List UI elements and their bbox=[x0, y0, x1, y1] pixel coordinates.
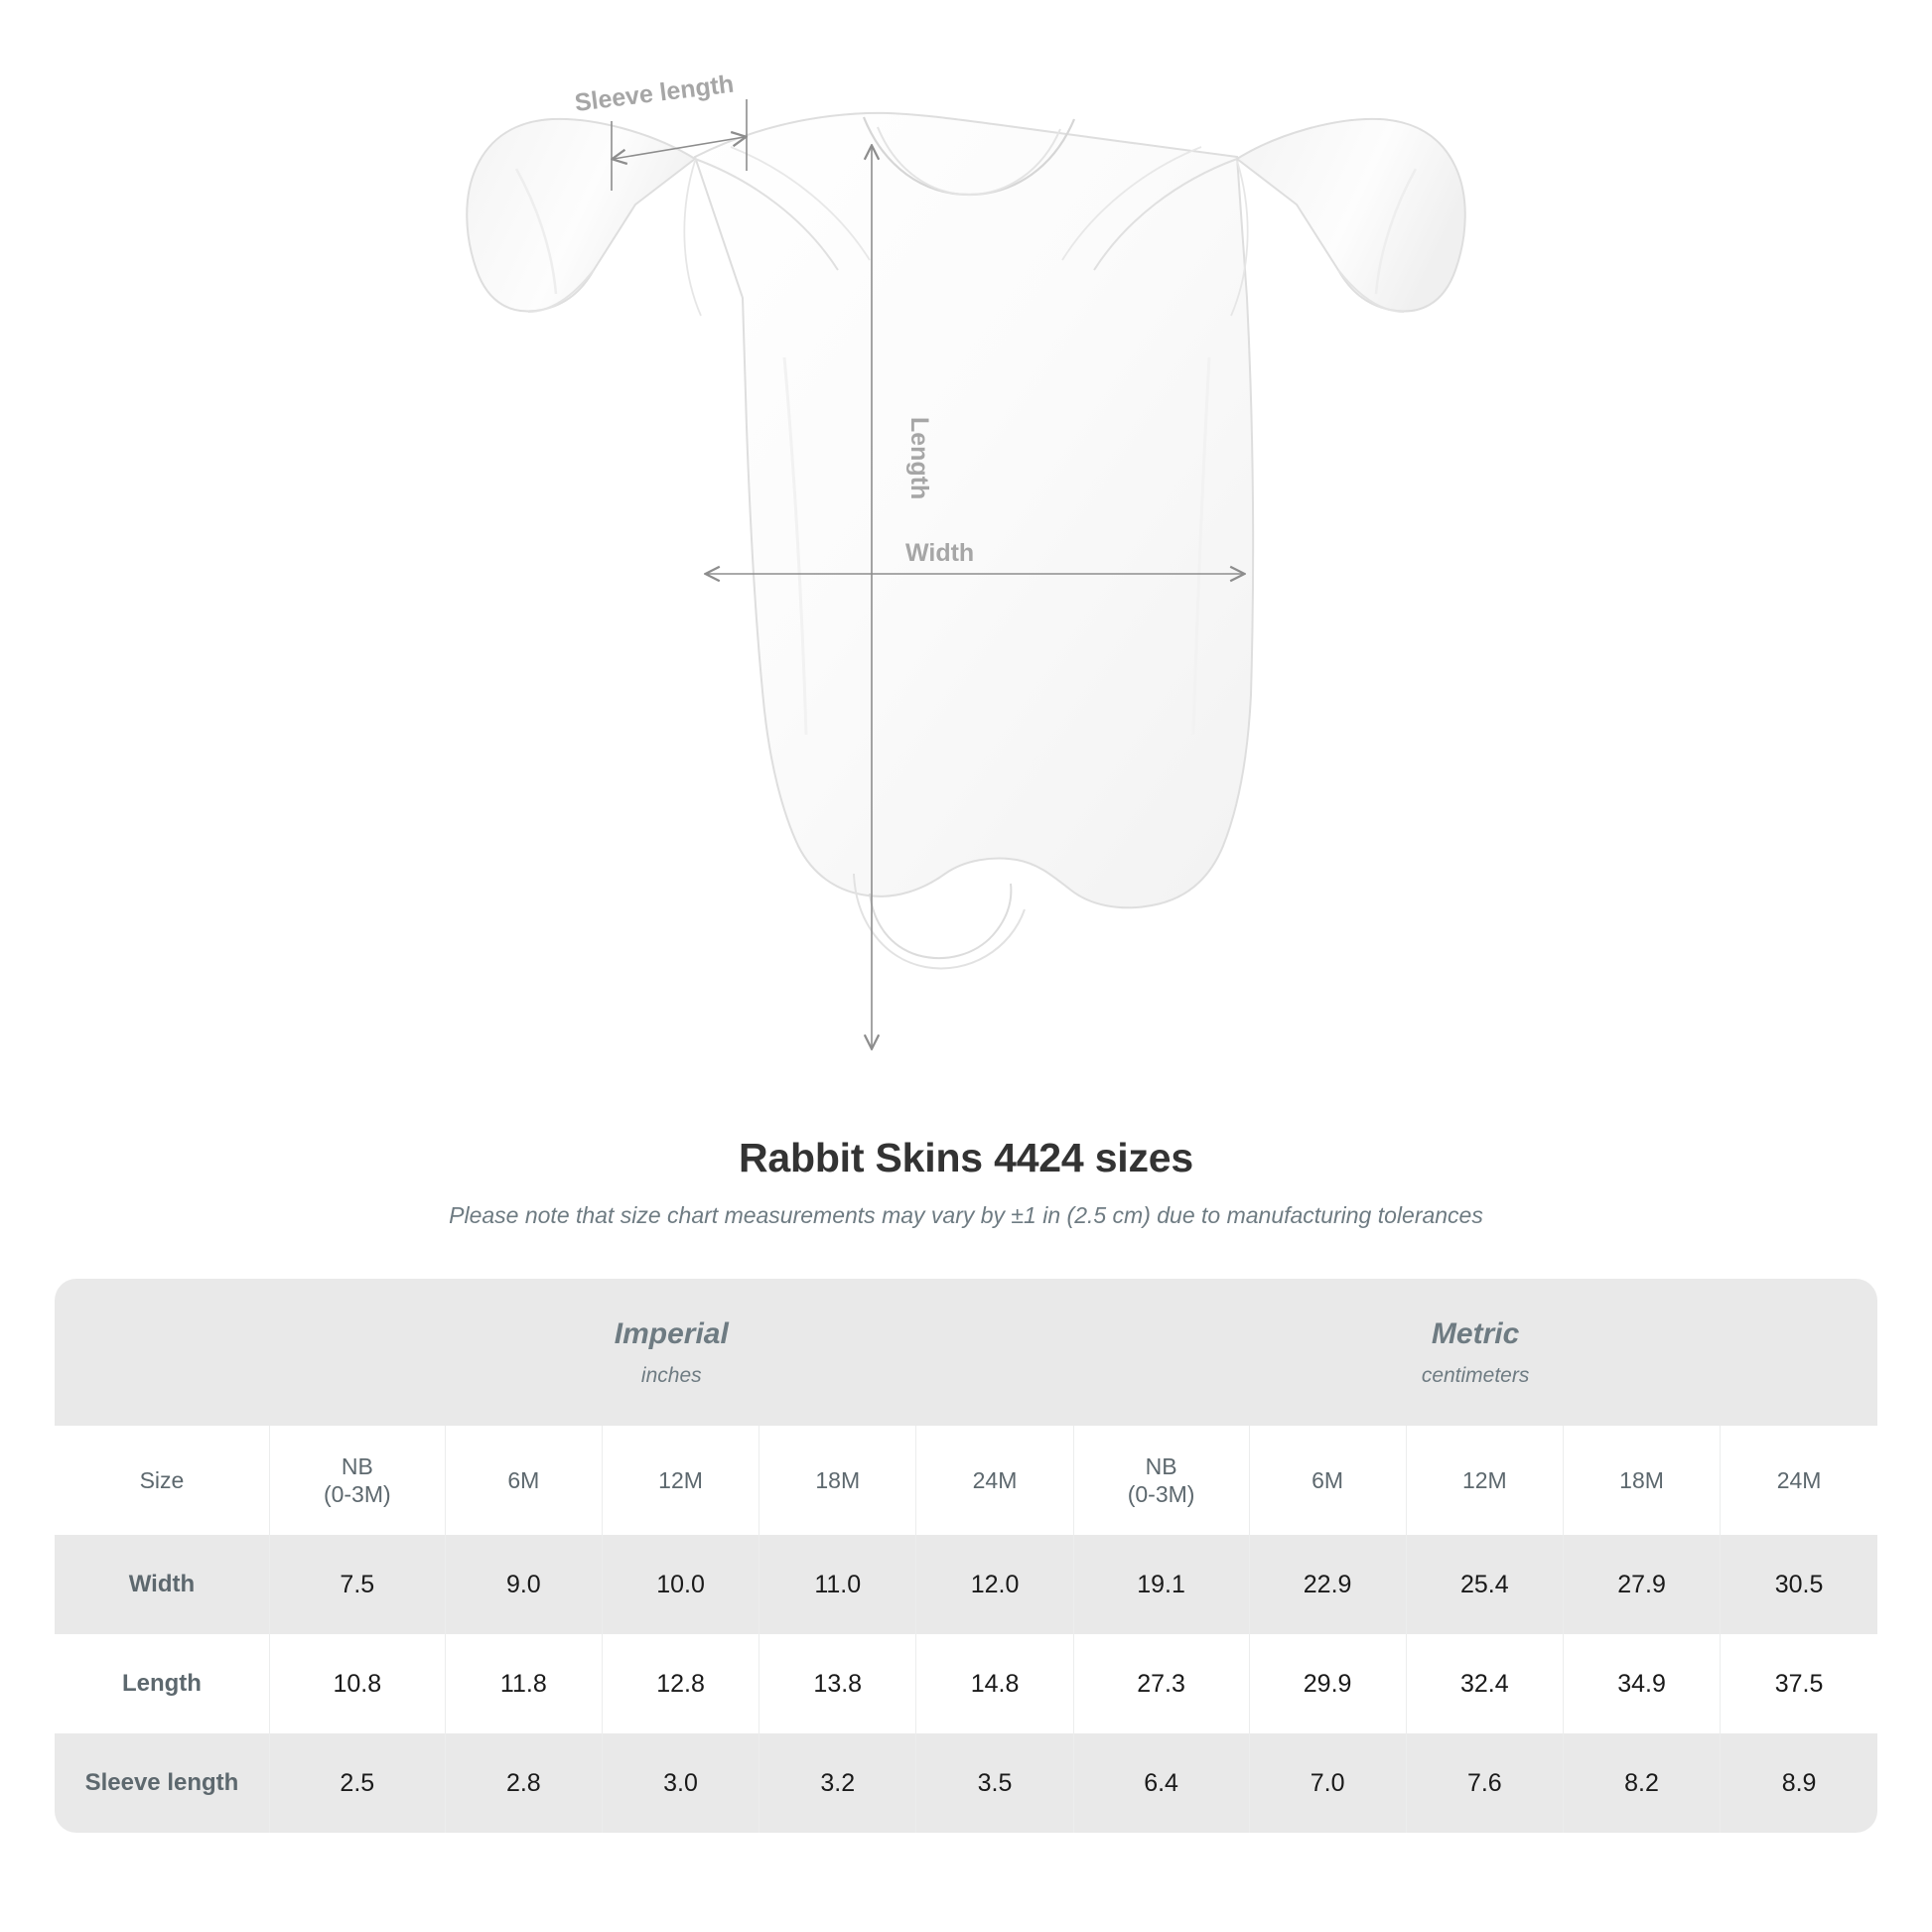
cell-width-metric-6m: 22.9 bbox=[1248, 1535, 1407, 1634]
cell-length-imperial-18m: 13.8 bbox=[759, 1634, 916, 1733]
cell-sleeve-metric-24m: 8.9 bbox=[1720, 1733, 1877, 1833]
cell-sleeve-imperial-24m: 3.5 bbox=[915, 1733, 1074, 1833]
width-label: Width bbox=[905, 539, 974, 567]
header-metric-12m: 12M bbox=[1405, 1426, 1564, 1535]
sleeve-length-arrow bbox=[614, 137, 745, 159]
row-label-length: Length bbox=[55, 1634, 270, 1733]
size-header-row: Size NB (0-3M) 6M 12M 18M 24M NB (0-3M) … bbox=[55, 1426, 1877, 1535]
page-subtitle: Please note that size chart measurements… bbox=[449, 1202, 1483, 1229]
header-metric-6m: 6M bbox=[1248, 1426, 1407, 1535]
cell-sleeve-imperial-18m: 3.2 bbox=[759, 1733, 916, 1833]
table-row: Sleeve length 2.5 2.8 3.0 3.2 3.5 6.4 7.… bbox=[55, 1733, 1877, 1833]
cell-sleeve-imperial-12m: 3.0 bbox=[601, 1733, 759, 1833]
cell-length-imperial-24m: 14.8 bbox=[915, 1634, 1074, 1733]
cell-sleeve-metric-12m: 7.6 bbox=[1405, 1733, 1564, 1833]
imperial-system-label: Imperial bbox=[614, 1316, 729, 1350]
cell-length-metric-6m: 29.9 bbox=[1248, 1634, 1407, 1733]
cell-length-imperial-nb: 10.8 bbox=[268, 1634, 446, 1733]
cell-width-metric-12m: 25.4 bbox=[1405, 1535, 1564, 1634]
table-row: Width 7.5 9.0 10.0 11.0 12.0 19.1 22.9 2… bbox=[55, 1535, 1877, 1634]
header-metric-18m: 18M bbox=[1562, 1426, 1721, 1535]
imperial-unit-label: inches bbox=[640, 1363, 702, 1387]
header-line1: NB bbox=[341, 1452, 373, 1479]
cell-width-imperial-18m: 11.0 bbox=[759, 1535, 916, 1634]
cell-width-imperial-6m: 9.0 bbox=[444, 1535, 603, 1634]
header-imperial-12m: 12M bbox=[601, 1426, 759, 1535]
header-line1: NB bbox=[1145, 1452, 1177, 1479]
cell-sleeve-imperial-nb: 2.5 bbox=[268, 1733, 446, 1833]
header-imperial-18m: 18M bbox=[759, 1426, 916, 1535]
row-label-width: Width bbox=[55, 1535, 270, 1634]
garment-diagram: Sleeve length Length Width bbox=[466, 70, 1466, 1112]
size-table-container: Imperial inches Metric centimeters Size … bbox=[55, 1279, 1877, 1833]
cell-length-imperial-6m: 11.8 bbox=[444, 1634, 603, 1733]
cell-width-imperial-12m: 10.0 bbox=[601, 1535, 759, 1634]
header-imperial-24m: 24M bbox=[915, 1426, 1074, 1535]
title-block: Rabbit Skins 4424 sizes Please note that… bbox=[0, 1135, 1932, 1230]
header-imperial-6m: 6M bbox=[444, 1426, 603, 1535]
header-size-label: Size bbox=[55, 1426, 270, 1535]
imperial-banner: Imperial inches bbox=[269, 1279, 1074, 1426]
unit-system-row: Imperial inches Metric centimeters bbox=[55, 1279, 1877, 1426]
cell-sleeve-metric-nb: 6.4 bbox=[1072, 1733, 1249, 1833]
header-line2: (0-3M) bbox=[323, 1481, 391, 1507]
cell-length-metric-nb: 27.3 bbox=[1072, 1634, 1249, 1733]
cell-length-imperial-12m: 12.8 bbox=[601, 1634, 759, 1733]
cell-width-imperial-nb: 7.5 bbox=[268, 1535, 446, 1634]
cell-sleeve-metric-6m: 7.0 bbox=[1248, 1733, 1407, 1833]
cell-sleeve-metric-18m: 8.2 bbox=[1562, 1733, 1721, 1833]
header-imperial-nb: NB (0-3M) bbox=[268, 1426, 446, 1535]
cell-width-imperial-24m: 12.0 bbox=[915, 1535, 1074, 1634]
metric-system-label: Metric bbox=[1431, 1316, 1520, 1350]
cell-sleeve-imperial-6m: 2.8 bbox=[444, 1733, 603, 1833]
table-row: Length 10.8 11.8 12.8 13.8 14.8 27.3 29.… bbox=[55, 1634, 1877, 1733]
sleeve-length-label: Sleeve length bbox=[573, 70, 735, 117]
metric-unit-label: centimeters bbox=[1421, 1363, 1530, 1387]
cell-width-metric-18m: 27.9 bbox=[1562, 1535, 1721, 1634]
header-metric-24m: 24M bbox=[1720, 1426, 1877, 1535]
cell-width-metric-nb: 19.1 bbox=[1072, 1535, 1249, 1634]
size-table: Imperial inches Metric centimeters Size … bbox=[55, 1279, 1877, 1833]
metric-banner: Metric centimeters bbox=[1073, 1279, 1877, 1426]
banner-spacer bbox=[55, 1279, 270, 1426]
page-title: Rabbit Skins 4424 sizes bbox=[738, 1135, 1193, 1180]
header-line2: (0-3M) bbox=[1127, 1481, 1195, 1507]
cell-length-metric-24m: 37.5 bbox=[1720, 1634, 1877, 1733]
length-label: Length bbox=[905, 417, 933, 499]
cell-length-metric-12m: 32.4 bbox=[1405, 1634, 1564, 1733]
bodysuit-illustration bbox=[466, 111, 1466, 970]
cell-width-metric-24m: 30.5 bbox=[1720, 1535, 1877, 1634]
row-label-sleeve-length: Sleeve length bbox=[55, 1733, 270, 1833]
cell-length-metric-18m: 34.9 bbox=[1562, 1634, 1721, 1733]
header-metric-nb: NB (0-3M) bbox=[1072, 1426, 1249, 1535]
